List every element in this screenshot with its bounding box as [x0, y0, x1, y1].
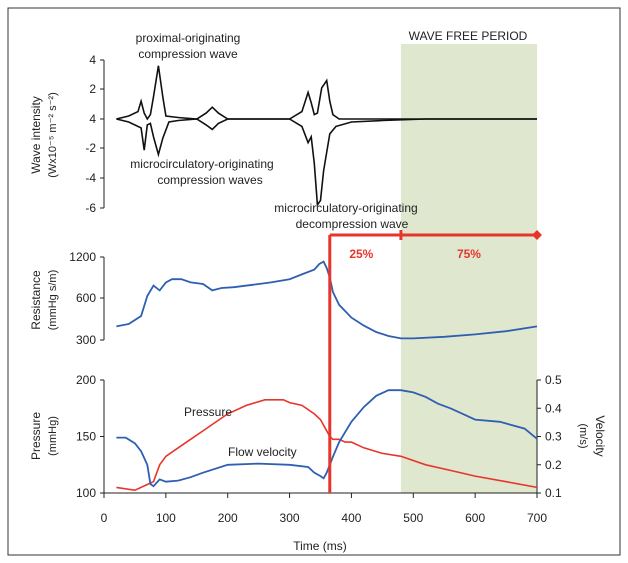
time-x-tick-label: 200	[218, 511, 238, 525]
wave-intensity-y-tick-label: -2	[85, 141, 96, 155]
resistance-y-tick-label: 1200	[69, 250, 96, 264]
pressure-curve-label: Pressure	[184, 405, 232, 419]
pressure-y-tick-label: 150	[76, 430, 96, 444]
resistance-ylabel: Resistance	[29, 270, 43, 330]
marker-right-percent: 75%	[457, 247, 481, 261]
time-x-ticks: 0 100 200 300 400 500 600 700	[101, 493, 547, 525]
resistance-yunit: (mmHg s/m)	[47, 270, 59, 331]
time-xlabel: Time (ms)	[293, 539, 347, 553]
resistance-y-tick-label: 600	[76, 291, 96, 305]
annotation-proximal-1: proximal-originating	[136, 31, 241, 45]
velocity-ylabel: Velocity	[593, 415, 607, 456]
velocity-y-tick-label: 0.3	[545, 430, 562, 444]
velocity-y-tick-label: 0.2	[545, 458, 562, 472]
annotation-micro-decompression-1: microcirculatory-originating	[274, 201, 417, 215]
time-x-tick-label: 0	[101, 511, 108, 525]
resistance-y-tick-label: 300	[76, 333, 96, 347]
wave-intensity-y-tick-label: -4	[85, 171, 96, 185]
resistance-y-ticks: 1200 600 300	[69, 250, 104, 347]
resistance-panel: 1200 600 300 Resistance (mmHg s/m)	[29, 250, 538, 347]
time-x-tick-label: 400	[341, 511, 361, 525]
pressure-ylabel: Pressure	[29, 412, 43, 460]
time-x-tick-label: 700	[527, 511, 547, 525]
annotation-micro-compression-1: microcirculatory-originating	[130, 157, 273, 171]
flow-velocity-curve-label: Flow velocity	[228, 445, 297, 459]
wave-intensity-y-tick-label: 4	[89, 112, 96, 126]
annotation-micro-decompression-2: decompression wave	[296, 217, 409, 231]
velocity-y-tick-label: 0.5	[545, 373, 562, 387]
time-x-tick-label: 100	[156, 511, 176, 525]
marker-end-diamond	[532, 230, 542, 240]
wave-free-period-label: WAVE FREE PERIOD	[409, 29, 528, 43]
time-x-tick-label: 600	[465, 511, 485, 525]
pressure-y-ticks: 200 150 100	[76, 373, 104, 500]
velocity-y-ticks: 0.5 0.4 0.3 0.2 0.1	[537, 373, 562, 500]
period-marker: 25% 75%	[328, 230, 542, 493]
annotation-micro-compression-2: compression waves	[157, 173, 262, 187]
pressure-velocity-panel: 200 150 100 0.5 0.4 0.3 0.2 0.1 0 100 200 300 400 5…	[29, 373, 607, 553]
pressure-line	[116, 389, 538, 488]
wave-intensity-y-ticks: 4 2 4 -2 -4 -6	[85, 53, 104, 215]
marker-left-percent: 25%	[349, 247, 373, 261]
resistance-line	[116, 260, 538, 340]
wave-intensity-backward-line	[116, 118, 537, 208]
velocity-y-tick-label: 0.1	[545, 486, 562, 500]
time-x-tick-label: 500	[403, 511, 423, 525]
time-x-tick-label: 300	[280, 511, 300, 525]
annotation-proximal-2: compression wave	[138, 47, 238, 61]
wave-intensity-ylabel: Wave intensity	[29, 96, 43, 174]
wave-intensity-panel: 4 2 4 -2 -4 -6 Wave intensity (Wx10⁻⁵ m⁻² s⁻²…	[29, 31, 537, 231]
wave-intensity-yunit: (Wx10⁻⁵ m⁻² s⁻²)	[47, 92, 59, 178]
wave-intensity-y-tick-label: 4	[89, 53, 96, 67]
wave-intensity-y-tick-label: 2	[89, 82, 96, 96]
flow-velocity-line	[116, 399, 538, 492]
wave-intensity-y-tick-label: -6	[85, 201, 96, 215]
pressure-y-tick-label: 200	[76, 373, 96, 387]
velocity-yunit: (m/s)	[577, 423, 589, 448]
pressure-y-tick-label: 100	[76, 486, 96, 500]
velocity-y-tick-label: 0.4	[545, 401, 562, 415]
pressure-yunit: (mmHg)	[47, 416, 59, 456]
